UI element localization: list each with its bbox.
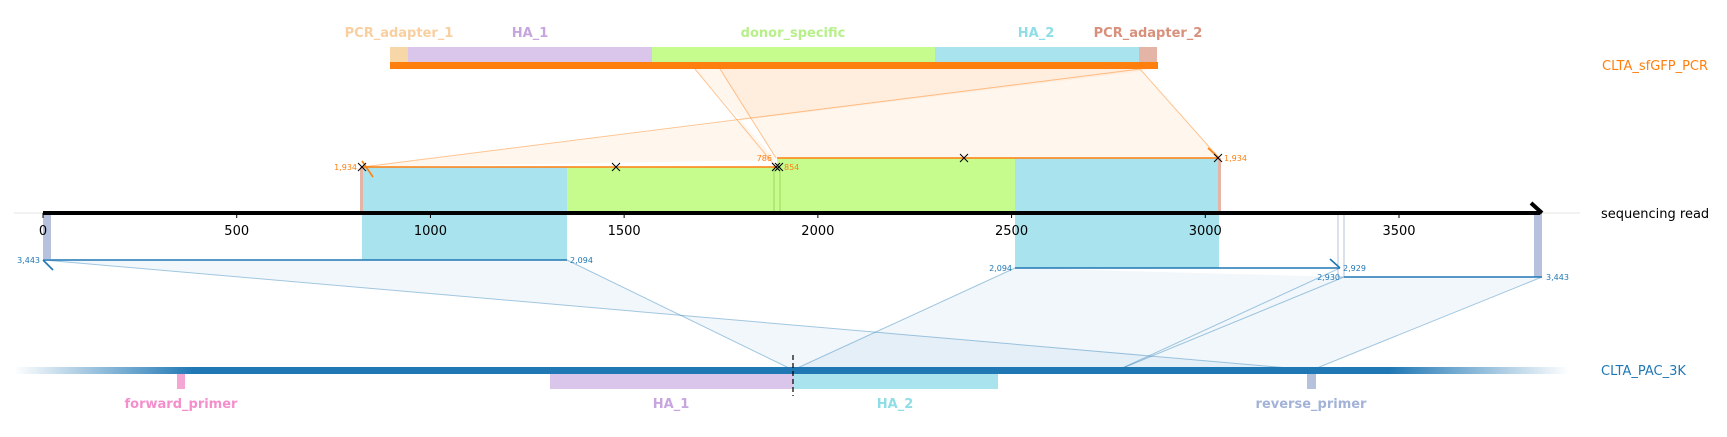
axis-tick-label: 2000 bbox=[801, 224, 834, 239]
bot-aln-label-2929: 2,929 bbox=[1343, 264, 1366, 273]
bottom-alignments: 3,443 2,094 2,094 2,929 2,930 3,443 bbox=[17, 256, 1569, 282]
top-reference: PCR_adapter_1 HA_1 donor_specific HA_2 P… bbox=[345, 26, 1708, 74]
top-label-pcr-adapter-1: PCR_adapter_1 bbox=[345, 26, 454, 41]
axis-tick-label: 2500 bbox=[995, 224, 1028, 239]
bottom-label-ha-2: HA_2 bbox=[877, 397, 914, 412]
axis-tick-label: 3500 bbox=[1382, 224, 1415, 239]
top-feature-ha-1 bbox=[408, 47, 652, 63]
read-axis: 0 500 1000 1500 2000 2500 3000 3500 sequencing … bbox=[14, 201, 1709, 239]
bottom-feature-ha-2 bbox=[793, 374, 998, 389]
bot-aln-label-2930: 2,930 bbox=[1317, 273, 1340, 282]
top-alignments: 1,934 786 854 1,934 bbox=[334, 147, 1247, 178]
bottom-reference-bar bbox=[193, 367, 1390, 374]
top-label-pcr-adapter-2: PCR_adapter_2 bbox=[1094, 26, 1203, 41]
bottom-label-ha-1: HA_1 bbox=[653, 397, 690, 412]
read-name: sequencing read bbox=[1601, 207, 1709, 222]
bottom-label-forward-primer: forward_primer bbox=[125, 397, 239, 412]
bottom-feature-ha-1 bbox=[550, 374, 793, 389]
bot-aln-label-3443-left: 3,443 bbox=[17, 256, 40, 265]
bottom-reference-fade-left bbox=[14, 367, 194, 374]
axis-tick-label: 1000 bbox=[414, 224, 447, 239]
top-alignment-fans bbox=[361, 68, 1220, 168]
bottom-reference-name: CLTA_PAC_3K bbox=[1601, 364, 1686, 379]
top-aln-label-right: 1,934 bbox=[1224, 154, 1247, 163]
top-feature-pcr-adapter-2 bbox=[1139, 47, 1157, 63]
bot-aln-label-2094-right: 2,094 bbox=[989, 264, 1012, 273]
axis-tick-label: 3000 bbox=[1189, 224, 1222, 239]
bottom-feature-reverse-primer bbox=[1307, 374, 1316, 389]
top-aln-label-854: 854 bbox=[784, 163, 799, 172]
top-feature-pcr-adapter-1 bbox=[390, 47, 408, 63]
bottom-alignment-fans bbox=[42, 259, 1543, 371]
axis-tick-label: 500 bbox=[224, 224, 249, 239]
axis-tick-label: 0 bbox=[39, 224, 47, 239]
bot-aln-label-2094-left: 2,094 bbox=[570, 256, 593, 265]
read-feature-blocks bbox=[43, 158, 1542, 278]
bottom-reference-fade-right bbox=[1389, 367, 1569, 374]
axis-tick-label: 1500 bbox=[608, 224, 641, 239]
bottom-label-reverse-primer: reverse_primer bbox=[1256, 397, 1368, 412]
top-reference-bar bbox=[390, 62, 1158, 69]
bot-aln-label-3443-right: 3,443 bbox=[1546, 273, 1569, 282]
top-feature-donor-specific bbox=[652, 47, 935, 63]
top-label-donor-specific: donor_specific bbox=[741, 26, 846, 41]
bottom-reference: forward_primer HA_1 HA_2 reverse_primer … bbox=[14, 355, 1686, 412]
top-label-ha-2: HA_2 bbox=[1018, 26, 1055, 41]
top-reference-name: CLTA_sfGFP_PCR bbox=[1602, 59, 1708, 74]
top-aln-label-left: 1,934 bbox=[334, 163, 357, 172]
top-label-ha-1: HA_1 bbox=[512, 26, 549, 41]
top-feature-ha-2 bbox=[935, 47, 1139, 63]
top-aln-label-786: 786 bbox=[757, 154, 772, 163]
bottom-feature-forward-primer bbox=[177, 374, 185, 389]
